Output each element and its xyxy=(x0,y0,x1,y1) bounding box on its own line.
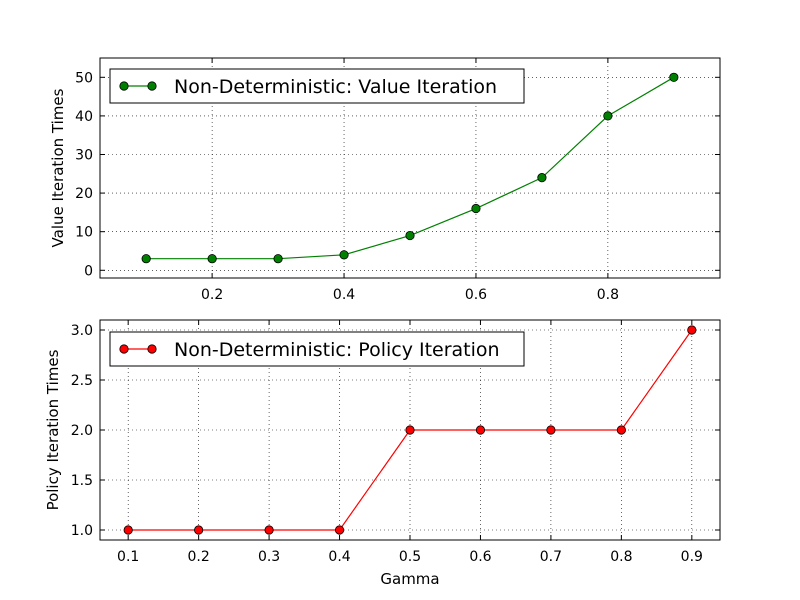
x-axis-label: Gamma xyxy=(380,570,439,588)
x-tick-label: 0.8 xyxy=(610,549,632,565)
x-tick-label: 0.1 xyxy=(117,549,139,565)
x-tick-label: 0.4 xyxy=(328,549,350,565)
data-point xyxy=(405,425,415,435)
data-point xyxy=(273,254,283,264)
y-tick-label: 3.0 xyxy=(71,323,93,339)
data-point xyxy=(546,425,556,435)
x-tick-label: 0.2 xyxy=(201,287,223,303)
data-point xyxy=(669,72,679,82)
legend-label: Non-Deterministic: Policy Iteration xyxy=(174,339,500,361)
data-point xyxy=(475,425,486,435)
data-point xyxy=(471,203,481,214)
x-tick-label: 0.6 xyxy=(465,287,487,303)
data-point xyxy=(334,525,345,535)
legend-marker-right xyxy=(147,81,157,91)
y-tick-label: 1.0 xyxy=(71,523,93,539)
x-tick-label: 0.7 xyxy=(540,549,562,565)
y-tick-label: 2.5 xyxy=(71,373,93,389)
y-tick-label: 50 xyxy=(75,70,93,86)
y-axis-label: Policy Iteration Times xyxy=(44,349,62,510)
data-point xyxy=(123,525,133,535)
chart-panel-1: 0.2 0.4 0.6 0.8 0 10 20 30 40 50 Value Iteration T… xyxy=(49,57,721,303)
y-axis-label: Value Iteration Times xyxy=(49,88,67,247)
x-tick-label: 0.2 xyxy=(188,549,210,565)
data-point xyxy=(687,325,697,335)
x-tick-label: 0.3 xyxy=(258,549,280,565)
x-tick-label: 0.4 xyxy=(333,287,355,303)
data-point xyxy=(537,173,547,183)
data-point xyxy=(405,230,415,241)
x-tick-label: 0.8 xyxy=(597,287,619,303)
x-tick-label: 0.9 xyxy=(681,549,703,565)
data-point xyxy=(194,525,204,535)
legend-marker-left xyxy=(119,344,129,354)
chart-panel-2: 0.1 0.2 0.3 0.4 0.5 0.6 0.7 0.8 0.9 1.0 1.5 2.0 2.5 3… xyxy=(44,319,721,588)
data-point xyxy=(603,111,613,121)
y-tick-label: 2.0 xyxy=(71,423,93,439)
legend-marker-left xyxy=(119,81,129,91)
legend-label: Non-Deterministic: Value Iteration xyxy=(174,76,497,98)
legend-marker-right xyxy=(147,344,157,354)
y-tick-label: 20 xyxy=(75,186,93,202)
data-point xyxy=(616,425,626,435)
x-tick-label: 0.6 xyxy=(469,549,491,565)
data-point xyxy=(339,250,349,260)
plot-frame xyxy=(99,57,721,279)
y-tick-label: 30 xyxy=(75,147,93,163)
y-tick-label: 1.5 xyxy=(71,473,93,489)
data-point xyxy=(207,254,217,264)
y-tick-label: 40 xyxy=(75,109,93,125)
legend-box xyxy=(109,331,525,367)
legend-box xyxy=(109,68,525,104)
y-tick-label: 10 xyxy=(75,225,93,241)
y-tick-label: 0 xyxy=(84,263,93,279)
data-point xyxy=(264,525,274,535)
legend: Non-Deterministic: Policy Iteration xyxy=(109,331,525,367)
x-tick-label: 0.5 xyxy=(399,549,421,565)
legend: Non-Deterministic: Value Iteration xyxy=(109,68,525,104)
data-point xyxy=(141,254,151,264)
